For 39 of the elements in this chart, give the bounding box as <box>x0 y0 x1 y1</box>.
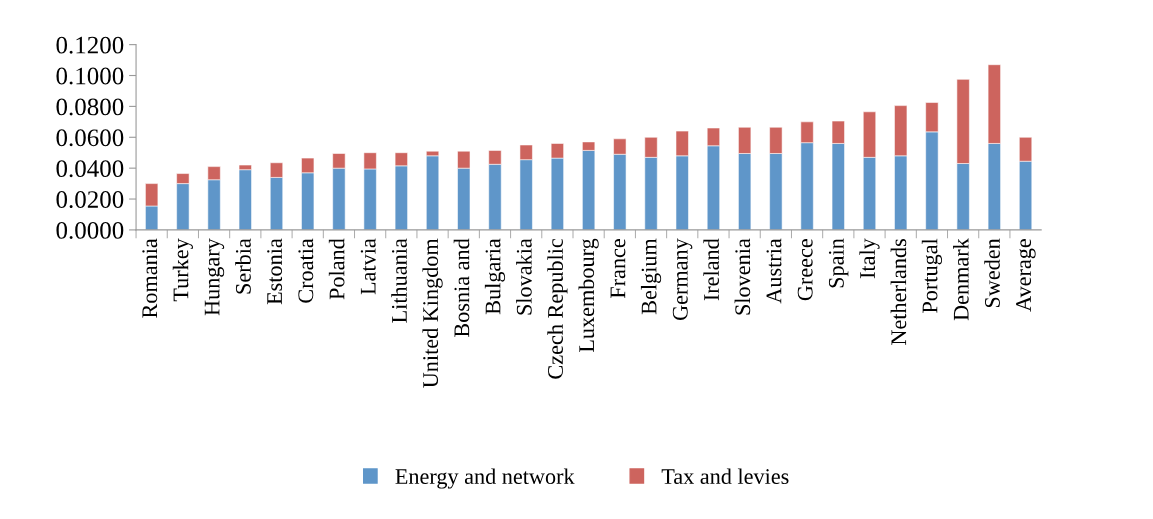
x-tick-label: Bulgaria <box>484 238 506 315</box>
y-tick-label: 0.0200 <box>56 191 124 209</box>
x-tick-label: Turkey <box>172 238 193 302</box>
x-tick-label: Sweden <box>984 238 1000 308</box>
x-tick-label: Average <box>1016 239 1036 312</box>
x-tick-label: Estonia <box>267 238 283 305</box>
x-tick-label: Lithuania <box>391 238 407 323</box>
x-tick-label: Hungary <box>204 238 225 316</box>
x-tick-label: United Kingdom <box>422 238 443 388</box>
x-tick-label: Poland <box>328 238 345 300</box>
x-tick-label: Czech Republic <box>547 238 568 379</box>
x-tick-label: Belgium <box>640 238 662 315</box>
x-tick-label: Slovakia <box>516 238 532 315</box>
x-tick-label: Latvia <box>360 238 376 295</box>
x-tick-label: Bosnia and <box>453 238 470 337</box>
y-tick-label: 0.1000 <box>56 67 124 85</box>
x-tick-label: Luxembourg <box>578 238 599 353</box>
x-tick-label: Italy <box>859 238 880 279</box>
y-tick-label: 0.0400 <box>56 160 124 178</box>
x-tick-label: Spain <box>828 238 849 288</box>
x-tick-label: Slovenia <box>734 238 751 315</box>
y-tick-label: 0.0000 <box>56 221 124 239</box>
y-tick-label: 0.0600 <box>56 129 124 147</box>
x-tick-label: Germany <box>672 238 693 321</box>
x-tick-label: Greece <box>797 239 813 301</box>
y-tick-label: 0.1200 <box>56 36 124 54</box>
legend-label: Tax and levies <box>661 468 789 485</box>
x-tick-label: Serbia <box>235 238 251 294</box>
x-tick-label: Romania <box>142 238 158 318</box>
x-tick-label: Portugal <box>921 238 943 313</box>
bar <box>426 155 440 230</box>
x-tick-label: Ireland <box>703 238 720 301</box>
x-tick-label: France <box>610 239 626 299</box>
legend-label: Energy and network <box>395 468 575 489</box>
x-tick-label: Netherlands <box>890 239 907 345</box>
x-tick-label: Austria <box>766 238 782 304</box>
x-tick-label: Denmark <box>953 238 969 321</box>
x-tick-label: Croatia <box>298 238 314 303</box>
y-tick-label: 0.0800 <box>56 98 124 116</box>
